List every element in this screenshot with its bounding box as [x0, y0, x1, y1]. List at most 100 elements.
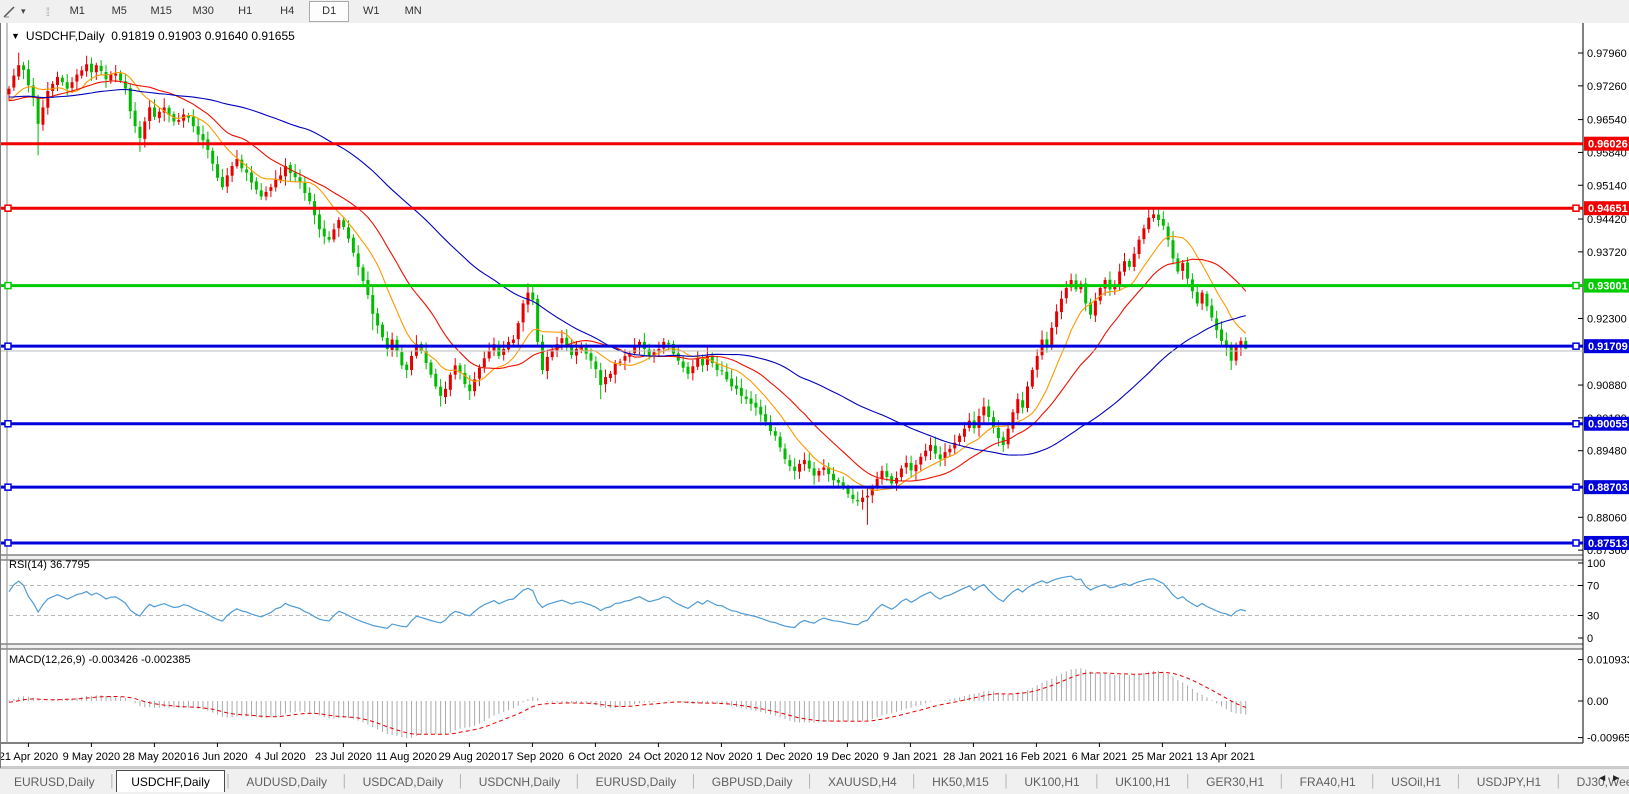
- horizontal-line-0.93001[interactable]: 0.93001: [1, 278, 1629, 293]
- rsi-indicator-label: RSI(14) 36.7795: [9, 559, 90, 571]
- line-handle-left[interactable]: [4, 281, 12, 290]
- time-axis-label: 17 Sep 2020: [501, 751, 563, 763]
- horizontal-line-0.87513[interactable]: 0.87513: [1, 535, 1629, 550]
- tab-usdjpy-h1[interactable]: USDJPY,H1: [1476, 775, 1542, 789]
- line-handle-right[interactable]: [1572, 281, 1580, 290]
- timeframe-button-D1[interactable]: D1: [309, 1, 350, 22]
- tab-gbpusd-daily[interactable]: GBPUSD,Daily: [711, 775, 793, 789]
- timeframe-button-W1[interactable]: W1: [362, 5, 380, 17]
- line-handle-right[interactable]: [1572, 419, 1580, 428]
- timeframe-button-H4[interactable]: H4: [280, 5, 295, 17]
- rsi-value: 36.7795: [49, 559, 90, 571]
- rsi-axis-tick: 30: [1587, 611, 1599, 623]
- rsi-axis-tick: 100: [1587, 558, 1605, 570]
- price-line-label-box: [1584, 136, 1629, 151]
- time-axis-label: 24 Oct 2020: [628, 751, 688, 763]
- time-axis-label: 6 Oct 2020: [568, 751, 622, 763]
- horizontal-line-0.96026[interactable]: 0.96026: [1, 136, 1629, 151]
- drawing-tool-button[interactable]: ▾: [0, 4, 32, 20]
- price-axis-tick: 0.93720: [1587, 247, 1627, 259]
- status-bar: [0, 792, 1629, 794]
- price-line-label: 0.93001: [1588, 281, 1628, 293]
- tab-uk100-h1[interactable]: UK100,H1: [1024, 775, 1080, 789]
- line-handle-right[interactable]: [1572, 539, 1580, 547]
- tab-dj30-weekly[interactable]: DJ30,Weekly: [1576, 775, 1629, 789]
- macd-signal-line: [8, 671, 1246, 735]
- timeframe-buttons: M1 M5 M15 M30 H1 H4 D1 W1 MN: [56, 1, 434, 22]
- tab-separator: │: [806, 774, 814, 788]
- timeframe-button-MN[interactable]: MN: [404, 5, 422, 17]
- tab-uk100-h1[interactable]: UK100,H1: [1115, 775, 1171, 789]
- timeframe-button-M1[interactable]: M1: [69, 5, 85, 17]
- price-axis-tick: 0.96540: [1587, 115, 1627, 127]
- time-axis-label: 11 Aug 2020: [376, 751, 437, 763]
- line-handle-right[interactable]: [1572, 342, 1580, 350]
- chart-window[interactable]: 0.97960 0.97260 0.96540 0.95840 0.95140 0.944…: [0, 23, 1629, 768]
- timeframe-button-M5[interactable]: M5: [111, 5, 127, 17]
- macd-axis-tick: 0.00: [1587, 696, 1608, 708]
- trendline-tool-icon: [3, 5, 15, 18]
- tab-eurusd-daily[interactable]: EURUSD,Daily: [595, 775, 677, 789]
- tab-hk50-m15[interactable]: HK50,M15: [932, 775, 989, 789]
- horizontal-line-0.94651[interactable]: 0.94651: [1, 201, 1629, 216]
- tab-separator: │: [690, 774, 698, 788]
- time-axis-label: 12 Nov 2020: [690, 751, 752, 763]
- horizontal-line-0.91709[interactable]: 0.91709: [1, 339, 1629, 354]
- horizontal-line-0.90055[interactable]: 0.90055: [1, 416, 1629, 431]
- rsi-axis-tick: 70: [1587, 581, 1599, 593]
- line-handle-right[interactable]: [1572, 483, 1580, 491]
- macd-histogram: [8, 668, 1247, 739]
- line-handle-left[interactable]: [4, 204, 12, 212]
- toolbar-grip-handle[interactable]: ⁞⁞: [45, 4, 50, 19]
- price-line-label: 0.96026: [1588, 139, 1628, 151]
- price-line-label: 0.88703: [1588, 482, 1628, 494]
- tab-scroll-left-icon[interactable]: ◄: [1597, 773, 1612, 784]
- price-axis-tick: 0.97960: [1587, 48, 1627, 60]
- tab-fra40-h1[interactable]: FRA40,H1: [1299, 775, 1356, 789]
- line-handle-left[interactable]: [4, 539, 12, 547]
- tab-usoil-h1[interactable]: USOil,H1: [1391, 775, 1442, 789]
- chart-symbol-period: USDCHF,Daily: [25, 29, 105, 43]
- price-line-label: 0.87513: [1588, 538, 1628, 550]
- line-handle-left[interactable]: [4, 483, 12, 491]
- time-axis: 21 Apr 2020 9 May 2020 28 May 2020 16 Jun 2…: [1, 743, 1255, 763]
- time-axis-label: 9 May 2020: [63, 751, 120, 763]
- line-handle-left[interactable]: [4, 419, 12, 428]
- line-handle-left[interactable]: [4, 342, 12, 350]
- tab-separator: │: [224, 774, 233, 788]
- tab-separator: │: [1093, 774, 1102, 788]
- tab-separator: │: [1555, 774, 1563, 788]
- price-line-label: 0.90055: [1588, 419, 1628, 431]
- timeframe-button-H1[interactable]: H1: [238, 5, 253, 17]
- time-axis-label: 19 Dec 2020: [816, 751, 878, 763]
- line-handle-right[interactable]: [1572, 204, 1580, 212]
- tab-ger30-h1[interactable]: GER30,H1: [1206, 775, 1265, 789]
- price-axis-tick: 0.90880: [1587, 380, 1627, 392]
- tab-scroll-right-icon[interactable]: ►: [1611, 773, 1625, 784]
- chart-title: ▼ USDCHF,Daily 0.91819 0.91903 0.91640 0.…: [11, 29, 295, 43]
- tab-separator: │: [1278, 774, 1286, 788]
- macd-values: -0.003426 -0.002385: [88, 654, 191, 666]
- tab-eurusd-daily[interactable]: EURUSD,Daily: [14, 775, 95, 789]
- price-axis-tick: 0.95140: [1587, 180, 1627, 192]
- tab-audusd-daily[interactable]: AUDUSD,Daily: [246, 775, 328, 789]
- chevron-down-icon[interactable]: ▾: [21, 6, 26, 16]
- chart-canvas[interactable]: 0.979600.972600.965400.958400.951400.944…: [1, 23, 1629, 768]
- macd-axis-tick: 0.010933: [1587, 655, 1629, 667]
- price-axis-tick: 0.89480: [1587, 446, 1627, 458]
- tab-usdchf-daily[interactable]: USDCHF,Daily: [116, 770, 225, 793]
- tab-separator: │: [574, 774, 582, 788]
- tab-xauusd-h4[interactable]: XAUUSD,H4: [827, 775, 897, 789]
- horizontal-line-0.88703[interactable]: 0.88703: [1, 480, 1629, 495]
- tab-separator: │: [1184, 774, 1193, 788]
- chart-menu-icon[interactable]: ▼: [11, 31, 20, 41]
- tab-usdcad-daily[interactable]: USDCAD,Daily: [362, 775, 444, 789]
- timeframe-button-M30[interactable]: M30: [192, 5, 214, 17]
- price-axis-tick: 0.92300: [1587, 313, 1627, 325]
- tab-separator: │: [1002, 774, 1011, 788]
- timeframe-toolbar: ▾ ⁞⁞ M1 M5 M15 M30 H1 H4 D1 W1 MN: [0, 0, 1629, 24]
- time-axis-label: 6 Mar 2021: [1072, 751, 1128, 763]
- timeframe-button-M15[interactable]: M15: [150, 5, 172, 17]
- tab-usdcnh-daily[interactable]: USDCNH,Daily: [478, 775, 561, 789]
